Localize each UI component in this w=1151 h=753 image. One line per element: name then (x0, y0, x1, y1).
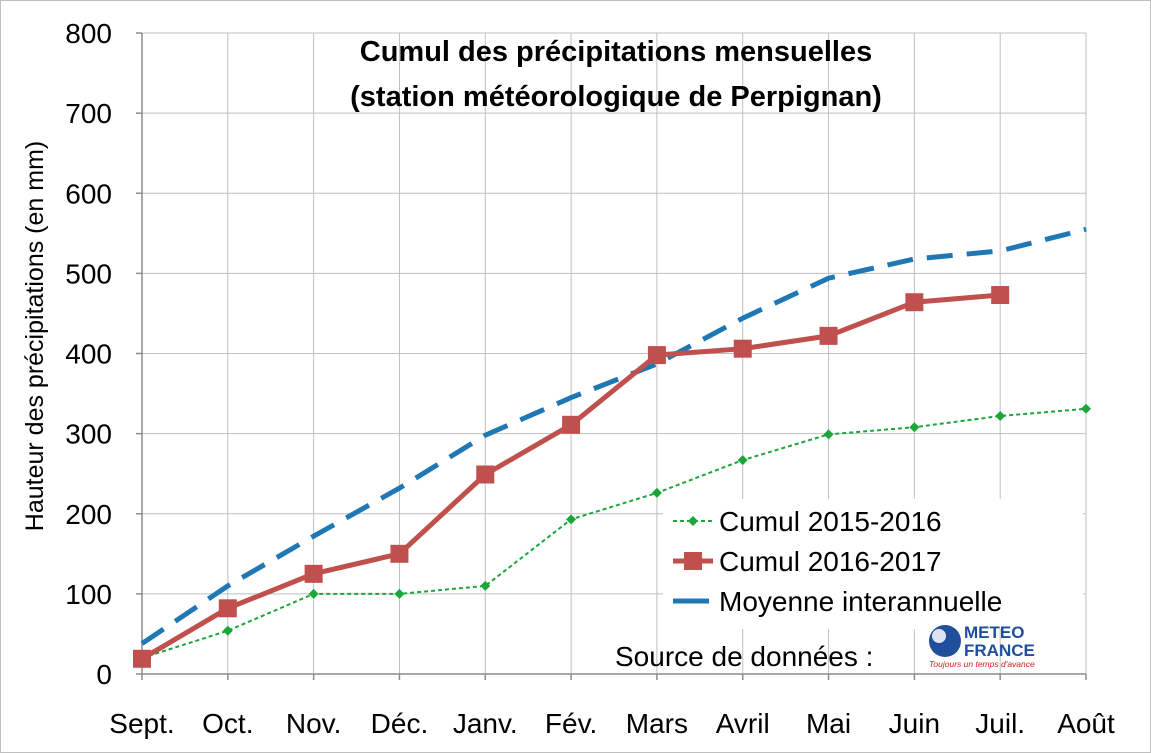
data-point-1-1 (218, 599, 237, 618)
data-point-0-4 (480, 580, 491, 591)
y-tick-label-3: 300 (65, 419, 112, 450)
x-tick-label-4: Janv. (453, 708, 518, 739)
series-2 (140, 226, 1087, 646)
logo-globe-icon (929, 625, 961, 657)
data-point-0-6 (651, 487, 662, 498)
source-block: Source de données : METEO FRANCE Toujour… (615, 623, 1035, 672)
y-tick-label-5: 500 (65, 258, 112, 289)
legend-background (663, 499, 1083, 629)
legend-label-2015-2016: Cumul 2015-2016 (719, 506, 942, 537)
grid (141, 32, 1087, 675)
data-point-1-8 (819, 326, 838, 345)
x-tick-label-10: Juil. (975, 708, 1025, 739)
chart-title: Cumul des précipitations mensuelles (360, 36, 872, 68)
meteo-france-logo: METEO FRANCE Toujours un temps d'avance (929, 623, 1035, 669)
data-point-0-3 (394, 588, 405, 599)
data-point-1-4 (476, 465, 495, 484)
y-tick-label-0: 0 (96, 659, 112, 690)
y-tick-label-1: 100 (65, 579, 112, 610)
legend-label-moyenne: Moyenne interannuelle (719, 586, 1002, 617)
legend-item-moyenne: Moyenne interannuelle (673, 586, 1002, 617)
series-line-0 (141, 407, 1087, 659)
x-tick-label-1: Oct. (202, 708, 253, 739)
data-point-1-5 (562, 415, 581, 434)
data-point-0-5 (566, 514, 577, 525)
data-point-0-8 (823, 429, 834, 440)
legend-marker-2016-2017 (684, 552, 702, 570)
data-point-0-7 (737, 455, 748, 466)
x-tick-label-11: Août (1057, 708, 1115, 739)
chart-subtitle: (station météorologique de Perpignan) (350, 81, 882, 113)
x-tick-label-7: Avril (716, 708, 770, 739)
logo-text-line2: FRANCE (964, 641, 1035, 660)
x-tick-labels: Sept. Oct. Nov. Déc. Janv. Fév. Mars Avril Mai Ju… (109, 708, 1115, 739)
data-point-0-1 (222, 625, 233, 636)
source-label: Source de données : (615, 641, 873, 672)
y-tick-label-2: 200 (65, 499, 112, 530)
x-tick-label-2: Nov. (286, 708, 342, 739)
series-0 (137, 403, 1091, 663)
y-tick-labels: 0 100 200 300 400 500 600 700 800 (65, 18, 112, 690)
x-tick-label-6: Mars (626, 708, 688, 739)
series-layer (133, 226, 1091, 668)
legend-label-2016-2017: Cumul 2016-2017 (719, 546, 942, 577)
x-tick-label-8: Mai (806, 708, 851, 739)
x-tick-label-9: Juin (889, 708, 940, 739)
x-tick-label-3: Déc. (371, 708, 429, 739)
data-point-1-7 (733, 339, 752, 358)
data-point-1-9 (905, 293, 924, 312)
legend-item-2016-2017: Cumul 2016-2017 (673, 546, 942, 577)
series-line-2 (140, 226, 1087, 646)
x-tick-label-5: Fév. (545, 708, 597, 739)
y-axis-label: Hauteur des précipitations (en mm) (21, 141, 49, 531)
legend: Cumul 2015-2016 Cumul 2016-2017 Moyenne … (663, 499, 1083, 629)
data-point-0-10 (995, 410, 1006, 421)
data-point-1-3 (390, 544, 409, 563)
legend-item-2015-2016: Cumul 2015-2016 (673, 506, 942, 537)
y-tick-label-7: 700 (65, 98, 112, 129)
x-tick-label-0: Sept. (109, 708, 174, 739)
data-point-1-10 (991, 286, 1010, 305)
data-point-1-2 (304, 564, 323, 583)
data-point-0-9 (909, 422, 920, 433)
logo-text-line1: METEO (964, 623, 1024, 642)
logo-tagline: Toujours un temps d'avance (929, 659, 1035, 669)
y-tick-label-8: 800 (65, 18, 112, 49)
data-point-0-11 (1081, 403, 1091, 414)
axes (136, 32, 1087, 680)
data-point-1-0 (133, 649, 151, 668)
legend-marker-2015-2016 (688, 516, 698, 526)
data-point-1-6 (647, 346, 666, 365)
series-1 (133, 286, 1010, 668)
y-tick-label-4: 400 (65, 339, 112, 370)
y-tick-label-6: 600 (65, 178, 112, 209)
data-point-0-2 (308, 588, 319, 599)
